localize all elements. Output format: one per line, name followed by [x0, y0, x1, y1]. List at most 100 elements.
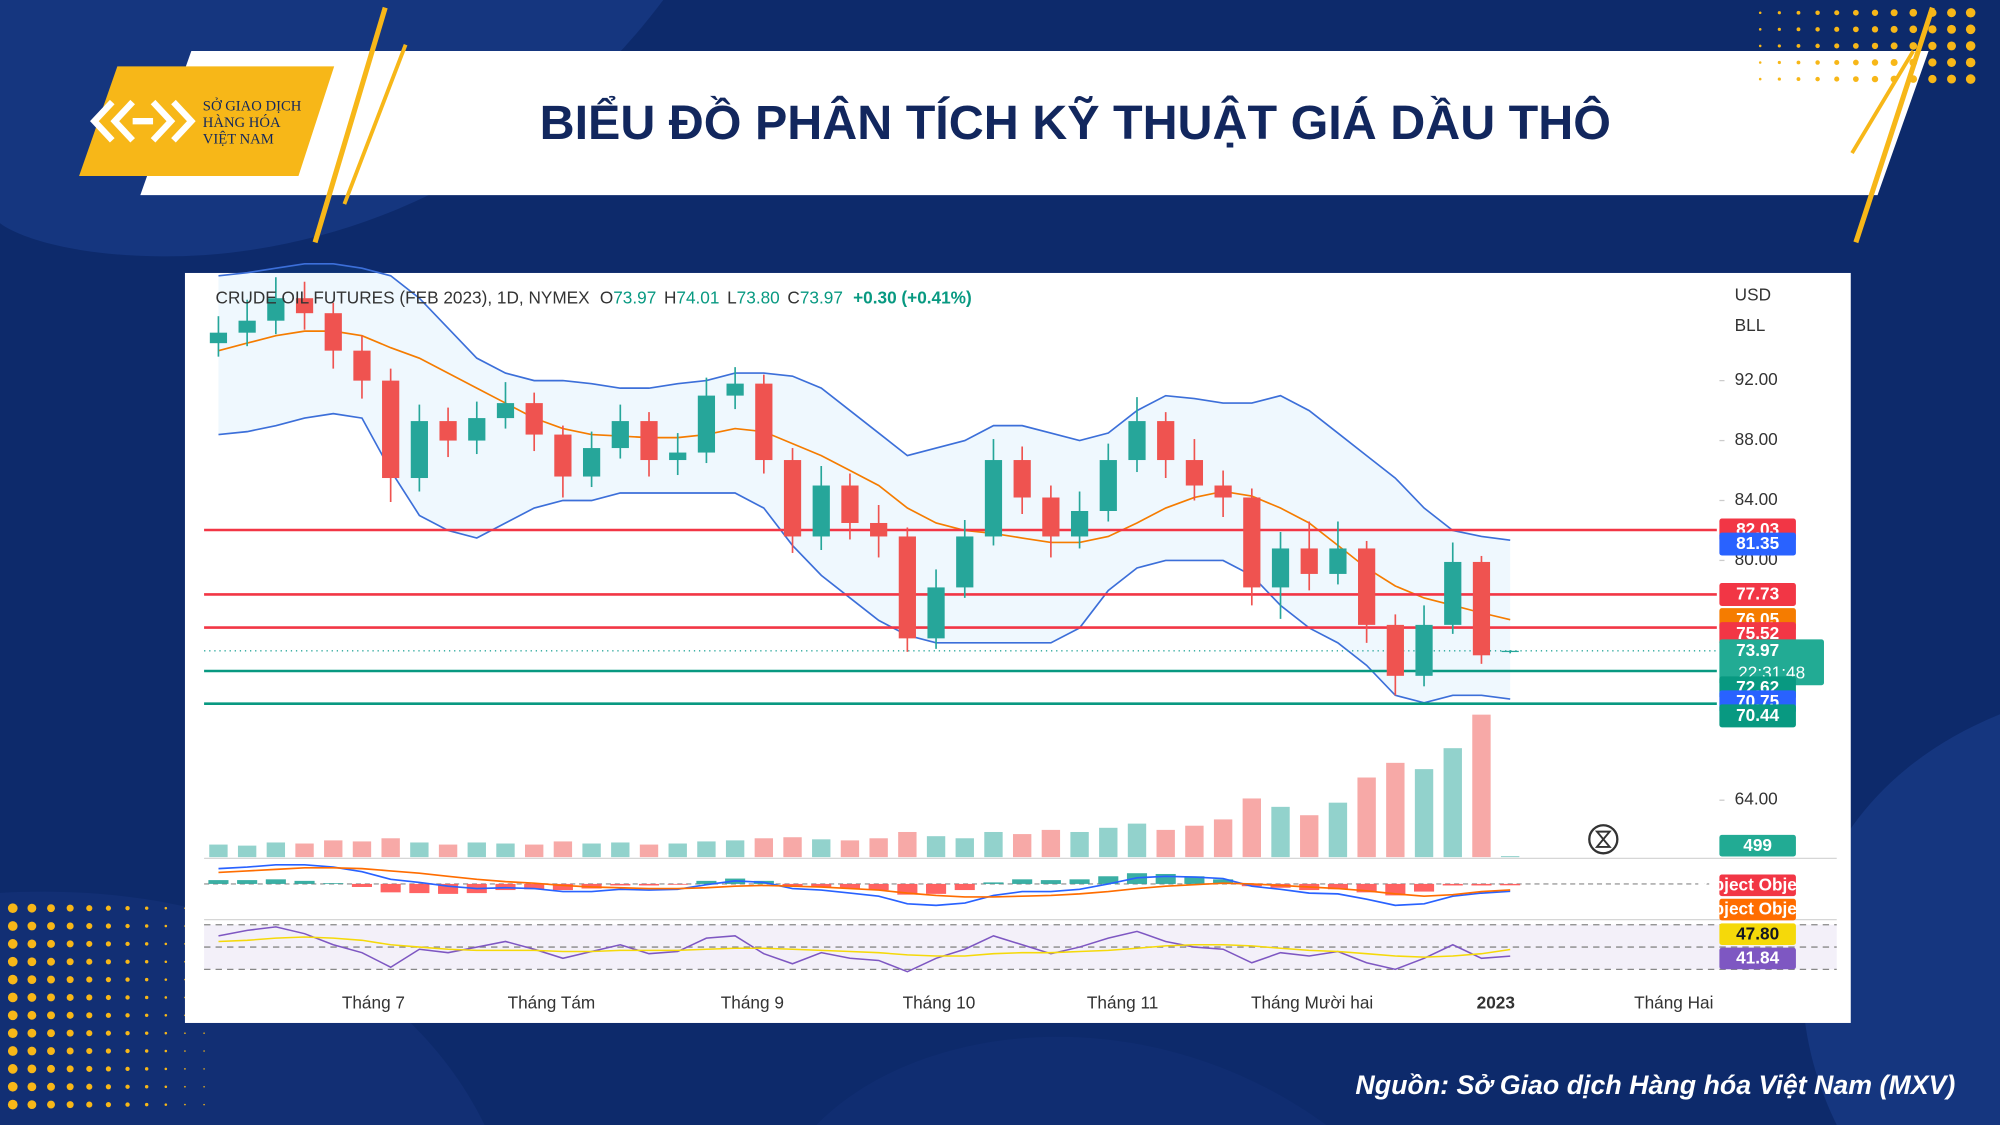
dot	[27, 939, 37, 949]
dot	[144, 1102, 149, 1107]
volume-bar	[1041, 829, 1061, 858]
logo-text: HÀNG HÓA	[203, 114, 281, 131]
dot	[184, 1068, 186, 1070]
dot	[7, 992, 18, 1003]
dot	[1834, 76, 1840, 82]
dot	[1777, 11, 1781, 15]
dot	[1871, 9, 1879, 16]
bollinger-middle	[218, 330, 1511, 621]
dot	[7, 1046, 18, 1056]
dot	[66, 1011, 74, 1019]
dot	[105, 1084, 112, 1090]
dot	[105, 959, 112, 965]
dot	[47, 1029, 55, 1038]
currency-label: USD	[1735, 284, 1771, 304]
macd-histogram-bar	[1213, 879, 1234, 884]
macd-histogram-bar	[696, 880, 717, 884]
dot	[164, 924, 168, 928]
dot	[47, 904, 55, 913]
dot	[27, 1082, 37, 1092]
dot	[1777, 77, 1781, 81]
dot	[66, 1083, 74, 1091]
macd-histogram-bar	[1442, 883, 1463, 886]
dot	[86, 1047, 93, 1055]
ohlc-value: 73.80	[737, 287, 780, 307]
blob	[816, 1036, 1327, 1125]
candle-body	[870, 522, 888, 537]
ohlc-key: L	[727, 287, 737, 307]
dot	[47, 1047, 55, 1055]
volume-bar	[553, 841, 573, 858]
volume-bar	[295, 843, 314, 858]
y-tick-label: 84.00	[1735, 489, 1778, 509]
dot	[86, 994, 93, 1001]
candle-body	[755, 383, 773, 461]
dot	[125, 941, 130, 947]
x-tick-label: 2023	[1477, 992, 1515, 1012]
candle-body	[1300, 548, 1318, 574]
macd-histogram-bar	[237, 880, 258, 884]
candle-body	[324, 313, 342, 351]
title-banner	[140, 51, 1929, 196]
volume-bar	[812, 839, 831, 858]
source-note: Nguồn: Sở Giao dịch Hàng hóa Việt Nam (M…	[1355, 1070, 1955, 1100]
dot	[1909, 8, 1918, 17]
dot	[164, 1103, 168, 1106]
accent-stripe	[1850, 50, 1915, 155]
chart-panel	[184, 272, 1851, 1023]
volume-bar	[1242, 798, 1262, 858]
candle-body	[1214, 485, 1232, 498]
macd-histogram-bar	[1241, 883, 1262, 887]
volume-bar	[611, 842, 630, 858]
dot	[1777, 60, 1781, 65]
axis-tag-label: 47.80	[1736, 923, 1779, 943]
dot	[125, 1030, 130, 1036]
logo-icon	[90, 99, 196, 143]
accent-stripe	[342, 43, 408, 205]
ohlc-value: 73.97	[613, 287, 656, 307]
dot	[1777, 27, 1781, 31]
volume-bar	[324, 840, 343, 858]
macd-histogram-bar	[1356, 883, 1377, 893]
dot	[47, 1082, 55, 1091]
macd-histogram-bar	[667, 883, 688, 885]
dot	[1947, 41, 1956, 51]
volume-bar	[926, 836, 946, 858]
candle-body	[382, 380, 400, 479]
dot	[125, 1048, 130, 1054]
dot	[86, 1012, 93, 1019]
dot	[164, 1067, 168, 1071]
dot	[7, 1010, 18, 1021]
candle-body	[1042, 497, 1060, 537]
macd-histogram-bar	[839, 883, 860, 889]
dot	[105, 1101, 112, 1108]
dot	[125, 977, 130, 982]
candle-body	[582, 448, 601, 477]
candle-body	[697, 395, 716, 453]
volume-bar	[438, 844, 458, 858]
logo-chevron	[110, 99, 135, 143]
axis-tag-label: 41.84	[1736, 948, 1779, 968]
unit-label: BLL	[1735, 315, 1766, 335]
candle-body	[726, 383, 744, 396]
dot	[1890, 75, 1898, 83]
macd-histogram-bar	[265, 879, 286, 884]
candle-body	[554, 434, 572, 477]
accent-stripe	[312, 6, 388, 244]
dot	[1815, 60, 1820, 65]
price-tags: 82.0381.3577.7376.0575.5273.9722:31:4872…	[1697, 518, 1824, 970]
volume-bar	[410, 842, 429, 858]
dot	[144, 1049, 149, 1053]
dot	[164, 942, 168, 946]
dot	[184, 1103, 186, 1106]
macd-histogram-bar	[1471, 883, 1492, 886]
volume-bar	[869, 838, 888, 858]
dot	[164, 996, 168, 999]
candle-body	[669, 452, 687, 461]
volume-bar	[352, 841, 372, 858]
dot	[7, 1064, 18, 1074]
dot	[47, 1064, 55, 1073]
candle-body	[468, 418, 486, 441]
logo-plate	[79, 66, 335, 177]
